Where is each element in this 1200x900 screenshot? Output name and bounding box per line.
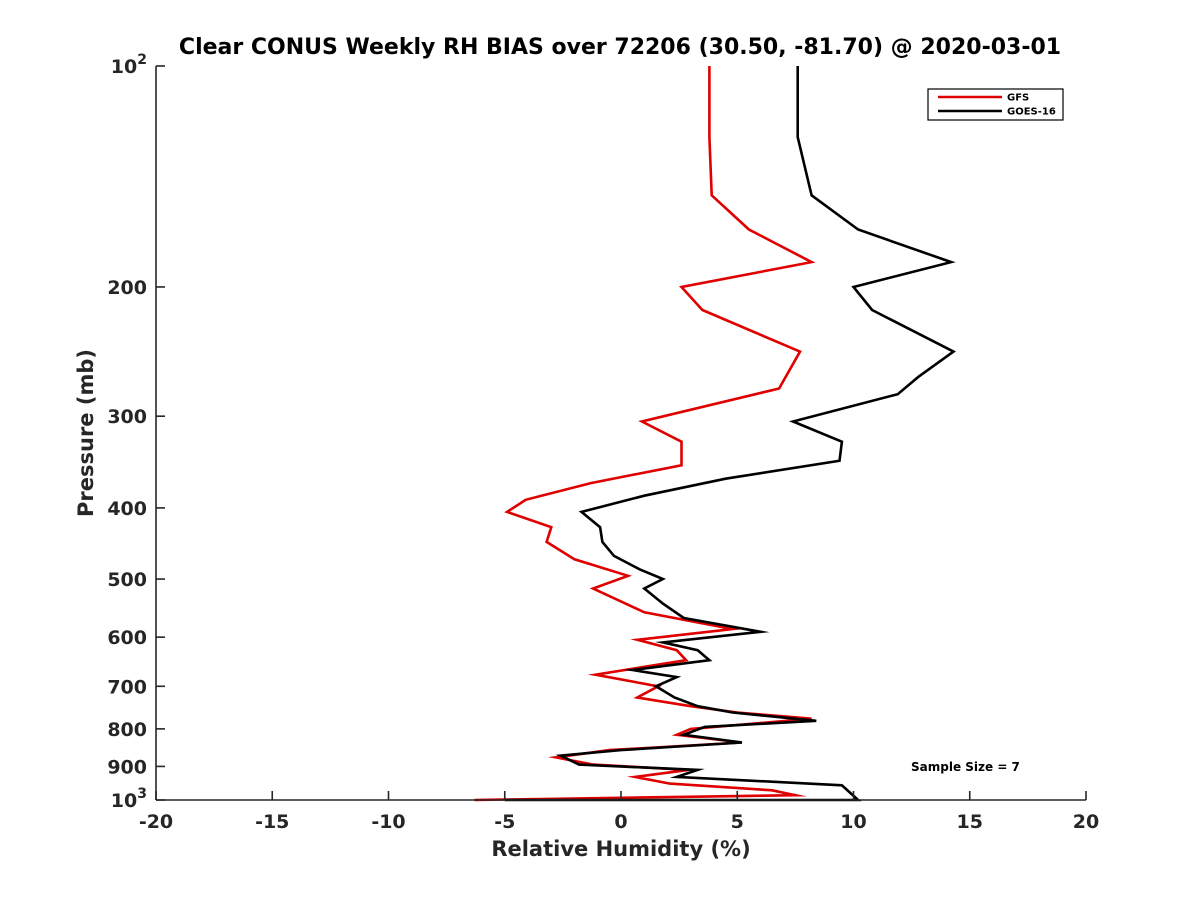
y-tick-label: 102 xyxy=(111,52,147,78)
y-tick-label: 800 xyxy=(107,719,147,741)
x-tick-label: -20 xyxy=(139,811,173,833)
y-tick-label: 300 xyxy=(107,406,147,428)
legend-box xyxy=(927,88,1064,121)
y-tick-label: 103 xyxy=(111,786,147,812)
x-tick-label: -15 xyxy=(255,811,289,833)
series-line-gfs xyxy=(474,66,816,802)
x-tick-label: 10 xyxy=(840,811,866,833)
plot-area xyxy=(156,66,1086,800)
y-tick-label: 900 xyxy=(107,756,147,778)
legend-label-gfs: GFS xyxy=(1007,93,1029,104)
y-axis-label: Pressure (mb) xyxy=(74,349,98,517)
y-tick-label: 500 xyxy=(107,569,147,591)
y-axis-ticks: 102 200 300 400 500 600 700 800 900 103 xyxy=(107,52,165,812)
chart-title: Clear CONUS Weekly RH BIAS over 72206 (3… xyxy=(179,35,1061,60)
x-tick-label: -5 xyxy=(494,811,515,833)
x-tick-label: 0 xyxy=(614,811,627,833)
y-tick-label: 600 xyxy=(107,627,147,649)
series-line-goes-16 xyxy=(504,66,956,802)
x-tick-label: 15 xyxy=(957,811,983,833)
legend-label-goes-16: GOES-16 xyxy=(1007,107,1056,118)
y-tick-label: 200 xyxy=(107,277,147,299)
sample-size-annotation: Sample Size = 7 xyxy=(911,760,1020,774)
x-tick-label: -10 xyxy=(371,811,405,833)
y-tick-label: 400 xyxy=(107,498,147,520)
series-layer xyxy=(474,66,956,802)
legend: GFS GOES-16 xyxy=(927,88,1064,121)
x-tick-label: 20 xyxy=(1073,811,1099,833)
x-axis-label: Relative Humidity (%) xyxy=(491,837,750,861)
x-tick-label: 5 xyxy=(731,811,744,833)
x-axis-ticks: -20 -15 -10 -5 0 5 10 15 20 xyxy=(139,791,1099,833)
y-tick-label: 700 xyxy=(107,676,147,698)
